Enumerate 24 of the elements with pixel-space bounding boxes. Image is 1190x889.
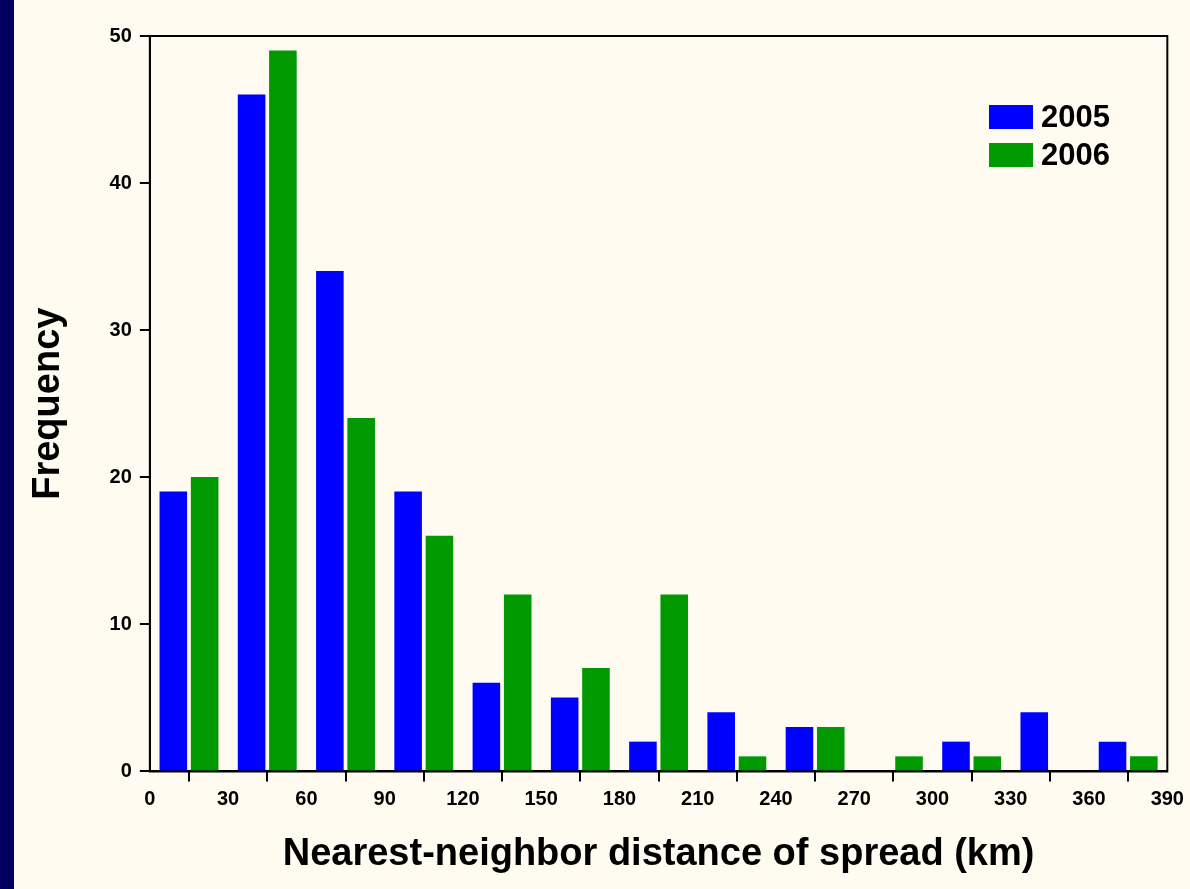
x-tick-label: 330 — [994, 786, 1028, 809]
y-tick-label: 20 — [109, 464, 132, 487]
x-tick-label: 240 — [759, 786, 793, 809]
x-tick-label: 180 — [602, 786, 637, 809]
y-tick-label: 0 — [120, 758, 132, 781]
y-tick-label: 50 — [109, 23, 132, 46]
x-tick-label: 90 — [373, 786, 396, 809]
x-tick-label: 30 — [216, 786, 240, 809]
x-tick-label: 210 — [681, 786, 715, 809]
x-tick-label: 0 — [144, 786, 156, 809]
x-tick-label: 60 — [295, 786, 318, 809]
y-tick-label: 30 — [109, 317, 132, 340]
y-axis-title: Frequency — [25, 307, 68, 500]
x-tick-label: 270 — [837, 786, 871, 809]
y-tick-label: 10 — [109, 611, 132, 634]
y-tick-label: 40 — [109, 170, 132, 193]
legend-label: 2005 — [1041, 99, 1110, 135]
x-tick-label: 390 — [1150, 786, 1184, 809]
x-tick-label: 150 — [524, 786, 558, 809]
x-tick-label: 120 — [446, 786, 480, 809]
x-tick-label: 300 — [915, 786, 950, 809]
legend-label: 2006 — [1041, 137, 1110, 173]
x-tick-label: 360 — [1072, 786, 1106, 809]
x-axis-title: Nearest-neighbor distance of spread (km) — [282, 830, 1035, 873]
